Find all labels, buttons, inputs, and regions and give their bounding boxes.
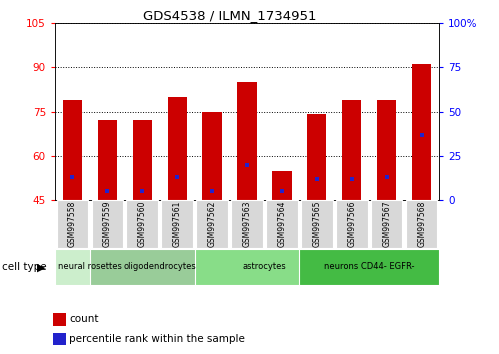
Text: count: count bbox=[69, 314, 99, 325]
Text: cell type: cell type bbox=[2, 262, 47, 272]
Point bbox=[208, 188, 216, 194]
Bar bbox=[301, 200, 332, 248]
Text: GSM997564: GSM997564 bbox=[277, 201, 286, 247]
Text: neurons CD44- EGFR-: neurons CD44- EGFR- bbox=[324, 262, 415, 272]
Text: GSM997562: GSM997562 bbox=[208, 201, 217, 247]
Point bbox=[138, 188, 146, 194]
Point bbox=[348, 176, 356, 182]
Text: GSM997559: GSM997559 bbox=[103, 201, 112, 247]
Bar bbox=[238, 82, 256, 200]
Bar bbox=[342, 100, 361, 200]
Bar bbox=[412, 64, 431, 200]
Text: GSM997563: GSM997563 bbox=[243, 201, 251, 247]
Bar bbox=[53, 313, 66, 326]
Text: ▶: ▶ bbox=[37, 262, 46, 272]
Text: astrocytes: astrocytes bbox=[243, 262, 286, 272]
Text: GSM997560: GSM997560 bbox=[138, 201, 147, 247]
Bar bbox=[63, 100, 82, 200]
Bar bbox=[57, 200, 88, 248]
Text: GSM997561: GSM997561 bbox=[173, 201, 182, 247]
Bar bbox=[377, 100, 396, 200]
Point bbox=[278, 188, 286, 194]
Bar bbox=[336, 200, 367, 248]
Bar bbox=[196, 200, 228, 248]
Point bbox=[383, 174, 391, 180]
Bar bbox=[231, 200, 262, 248]
Text: GSM997565: GSM997565 bbox=[312, 201, 321, 247]
Text: GSM997558: GSM997558 bbox=[68, 201, 77, 247]
Bar bbox=[307, 114, 326, 200]
Point bbox=[313, 176, 321, 182]
Bar bbox=[272, 171, 291, 200]
Point bbox=[103, 188, 111, 194]
Bar bbox=[195, 249, 334, 285]
Text: GDS4538 / ILMN_1734951: GDS4538 / ILMN_1734951 bbox=[143, 9, 316, 22]
Text: neural rosettes: neural rosettes bbox=[58, 262, 122, 272]
Text: GSM997566: GSM997566 bbox=[347, 201, 356, 247]
Bar bbox=[53, 333, 66, 346]
Bar bbox=[406, 200, 437, 248]
Bar bbox=[55, 249, 125, 285]
Bar bbox=[168, 97, 187, 200]
Bar bbox=[203, 112, 222, 200]
Bar bbox=[92, 200, 123, 248]
Bar bbox=[161, 200, 193, 248]
Text: oligodendrocytes: oligodendrocytes bbox=[123, 262, 196, 272]
Bar bbox=[126, 200, 158, 248]
Bar bbox=[98, 120, 117, 200]
Text: GSM997568: GSM997568 bbox=[417, 201, 426, 247]
Text: GSM997567: GSM997567 bbox=[382, 201, 391, 247]
Bar bbox=[299, 249, 439, 285]
Bar bbox=[266, 200, 297, 248]
Point bbox=[418, 132, 426, 137]
Text: percentile rank within the sample: percentile rank within the sample bbox=[69, 334, 245, 344]
Bar bbox=[371, 200, 402, 248]
Bar bbox=[133, 120, 152, 200]
Bar bbox=[90, 249, 230, 285]
Point bbox=[68, 174, 76, 180]
Point bbox=[243, 162, 251, 167]
Point bbox=[173, 174, 181, 180]
